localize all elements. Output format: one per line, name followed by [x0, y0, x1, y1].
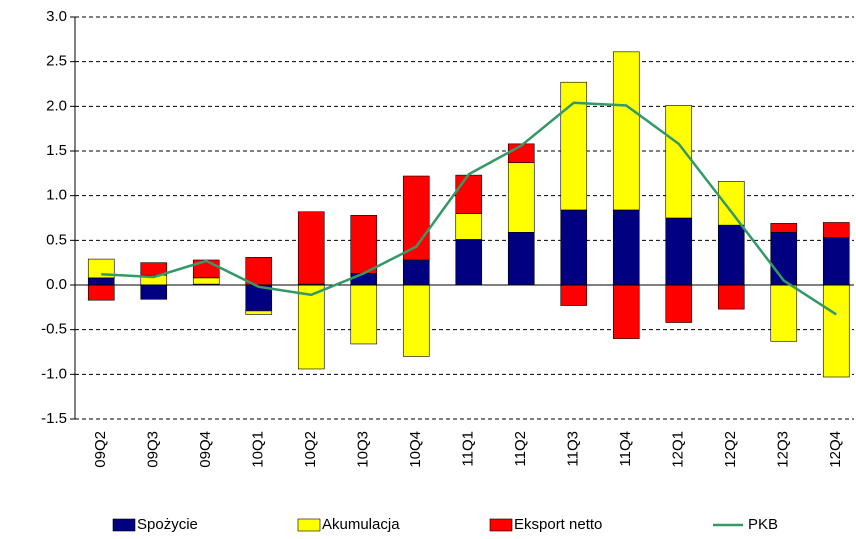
- bar: [350, 215, 378, 274]
- bar: [665, 217, 693, 286]
- legend-swatch: [112, 518, 136, 532]
- y-tick-label: 1.5: [46, 142, 67, 159]
- bar: [770, 223, 798, 233]
- y-tick-label: 0.0: [46, 276, 67, 293]
- bar: [297, 284, 325, 370]
- legend-label: PKB: [748, 516, 778, 533]
- bar: [402, 259, 430, 286]
- x-tick-label: 09Q4: [197, 431, 214, 468]
- bar: [560, 284, 588, 306]
- x-tick-label: 11Q3: [565, 431, 582, 467]
- bar: [87, 277, 115, 286]
- bar: [717, 224, 745, 286]
- bar: [455, 239, 483, 286]
- bar: [612, 209, 640, 286]
- bar: [717, 284, 745, 310]
- bar: [717, 181, 745, 226]
- bar: [245, 257, 273, 286]
- bar: [560, 209, 588, 286]
- bar: [140, 262, 168, 276]
- bar: [560, 81, 588, 211]
- bar: [87, 284, 115, 301]
- x-tick-label: 10Q1: [250, 431, 267, 468]
- bar: [507, 162, 535, 233]
- x-tick-label: 11Q1: [460, 431, 477, 467]
- y-tick-label: -1.0: [41, 365, 67, 382]
- x-tick-label: 12Q1: [670, 431, 687, 468]
- x-tick-label: 09Q3: [145, 431, 162, 468]
- x-tick-label: 10Q4: [407, 431, 424, 468]
- bar: [822, 222, 850, 238]
- bar: [822, 237, 850, 286]
- y-tick-label: 2.5: [46, 53, 67, 70]
- bar: [455, 174, 483, 214]
- bar: [350, 273, 378, 286]
- legend-label: Akumulacja: [322, 516, 400, 533]
- y-tick-label: -0.5: [41, 321, 67, 338]
- legend-swatch: [297, 518, 321, 532]
- bar: [455, 213, 483, 240]
- x-tick-label: 12Q2: [722, 431, 739, 468]
- bar: [770, 231, 798, 286]
- x-tick-label: 10Q3: [355, 431, 372, 468]
- x-tick-label: 12Q4: [827, 431, 844, 468]
- bar: [770, 284, 798, 342]
- y-tick-label: 2.0: [46, 97, 67, 114]
- bar: [665, 284, 693, 323]
- bar: [665, 105, 693, 219]
- y-tick-label: 0.5: [46, 231, 67, 248]
- x-tick-label: 10Q2: [302, 431, 319, 468]
- bar: [822, 284, 850, 378]
- y-tick-label: 3.0: [46, 8, 67, 25]
- legend-label: Spożycie: [137, 516, 198, 533]
- bar: [350, 284, 378, 345]
- bar: [612, 284, 640, 339]
- legend-label: Eksport netto: [514, 516, 602, 533]
- line: [101, 101, 837, 316]
- bar: [192, 277, 220, 285]
- y-tick-label: -1.5: [41, 410, 67, 427]
- x-tick-label: 09Q2: [92, 431, 109, 468]
- bar: [507, 231, 535, 286]
- bar: [87, 258, 115, 279]
- legend-swatch: [489, 518, 513, 532]
- bar: [140, 284, 168, 300]
- bar: [245, 310, 273, 315]
- y-tick-label: 1.0: [46, 187, 67, 204]
- bar: [297, 211, 325, 285]
- x-tick-label: 11Q2: [512, 431, 529, 467]
- x-tick-label: 12Q3: [775, 431, 792, 468]
- x-tick-label: 11Q4: [617, 431, 634, 467]
- bar: [402, 284, 430, 357]
- bar: [612, 51, 640, 211]
